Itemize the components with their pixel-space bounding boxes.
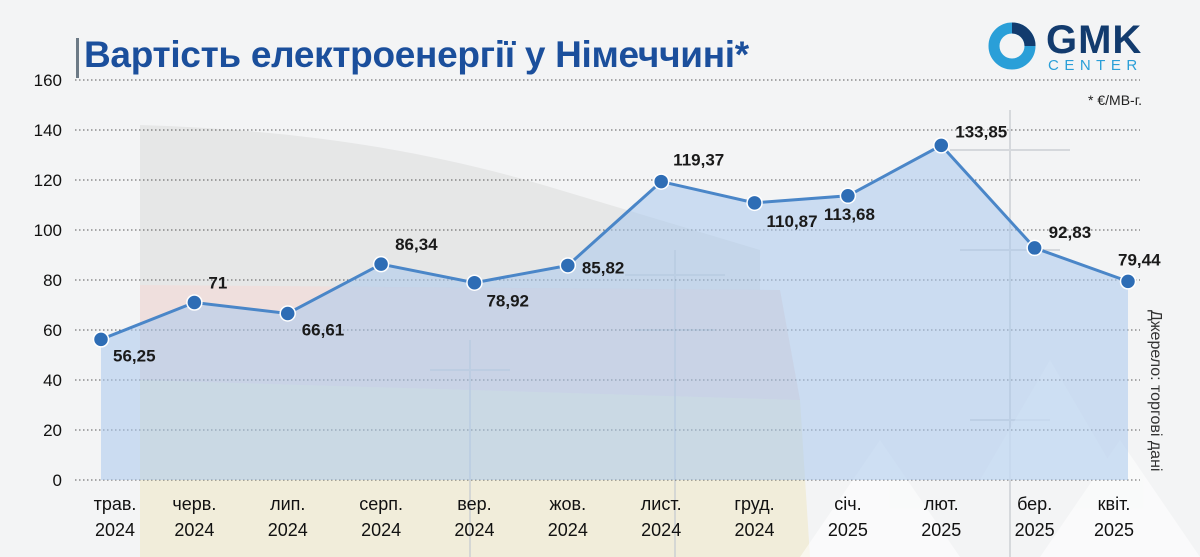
data-label: 86,34 bbox=[395, 235, 438, 254]
x-tick-year-label: 2024 bbox=[95, 520, 135, 540]
logo-word: GMK bbox=[1046, 18, 1143, 62]
series-line bbox=[100, 143, 1129, 341]
x-tick-year-label: 2024 bbox=[735, 520, 775, 540]
data-point bbox=[1026, 239, 1043, 257]
data-label: 79,44 bbox=[1118, 250, 1161, 269]
data-label: 85,82 bbox=[582, 258, 625, 277]
x-tick-year-label: 2024 bbox=[268, 520, 308, 540]
data-label: 66,61 bbox=[302, 320, 345, 339]
data-point bbox=[279, 305, 296, 322]
x-tick-year-label: 2025 bbox=[921, 520, 961, 540]
gmk-center-logo: GMK CENTER bbox=[986, 16, 1176, 76]
title-accent-bar bbox=[76, 38, 79, 78]
y-tick-label: 80 bbox=[43, 271, 62, 290]
data-point bbox=[466, 274, 483, 291]
x-tick-year-label: 2024 bbox=[361, 520, 401, 540]
x-tick-label: черв. bbox=[172, 494, 216, 514]
logo-ring-icon bbox=[988, 22, 1036, 70]
logo-subtitle: CENTER bbox=[1048, 57, 1143, 74]
data-point bbox=[186, 294, 203, 311]
data-label: 78,92 bbox=[486, 292, 529, 311]
data-point bbox=[652, 173, 670, 190]
data-label: 110,87 bbox=[767, 212, 818, 231]
data-label: 113,68 bbox=[824, 205, 875, 224]
x-tick-label: лист. bbox=[641, 494, 682, 514]
y-tick-label: 120 bbox=[34, 171, 62, 190]
y-tick-label: 140 bbox=[34, 121, 62, 140]
x-tick-year-label: 2025 bbox=[828, 520, 868, 540]
data-point bbox=[839, 187, 857, 205]
chart-title: Вартість електроенергії у Німеччині* bbox=[84, 34, 749, 75]
data-point bbox=[1119, 273, 1137, 290]
unit-note: * €/МВ-г. bbox=[1088, 92, 1142, 108]
x-tick-label: січ. bbox=[834, 494, 861, 514]
data-point bbox=[933, 137, 950, 154]
data-label: 92,83 bbox=[1049, 223, 1092, 242]
x-tick-year-label: 2024 bbox=[454, 520, 494, 540]
x-tick-year-label: 2024 bbox=[174, 520, 214, 540]
series-area bbox=[101, 145, 1128, 480]
y-tick-label: 0 bbox=[53, 471, 62, 490]
y-tick-label: 40 bbox=[43, 371, 62, 390]
data-point bbox=[372, 255, 390, 273]
data-label: 71 bbox=[208, 274, 227, 293]
x-tick-label: лют. bbox=[924, 494, 959, 514]
data-label: 56,25 bbox=[113, 346, 156, 365]
x-tick-label: бер. bbox=[1017, 494, 1052, 514]
y-tick-label: 160 bbox=[34, 71, 62, 90]
data-point bbox=[92, 331, 110, 348]
data-label: 119,37 bbox=[673, 151, 724, 170]
x-tick-label: лип. bbox=[270, 494, 305, 514]
x-tick-label: жов. bbox=[550, 494, 587, 514]
x-tick-label: серп. bbox=[359, 494, 403, 514]
data-label: 133,85 bbox=[955, 122, 1007, 141]
y-tick-label: 20 bbox=[43, 421, 62, 440]
x-tick-label: трав. bbox=[94, 494, 137, 514]
x-tick-label: вер. bbox=[457, 494, 491, 514]
x-tick-label: квіт. bbox=[1098, 494, 1131, 514]
x-tick-year-label: 2025 bbox=[1094, 520, 1134, 540]
x-tick-year-label: 2025 bbox=[1015, 520, 1055, 540]
y-tick-label: 100 bbox=[34, 221, 62, 240]
data-point bbox=[559, 257, 577, 274]
x-tick-label: груд. bbox=[734, 494, 774, 514]
y-tick-label: 60 bbox=[43, 321, 62, 340]
x-tick-year-label: 2024 bbox=[641, 520, 681, 540]
data-point bbox=[746, 194, 763, 212]
x-tick-year-label: 2024 bbox=[548, 520, 588, 540]
